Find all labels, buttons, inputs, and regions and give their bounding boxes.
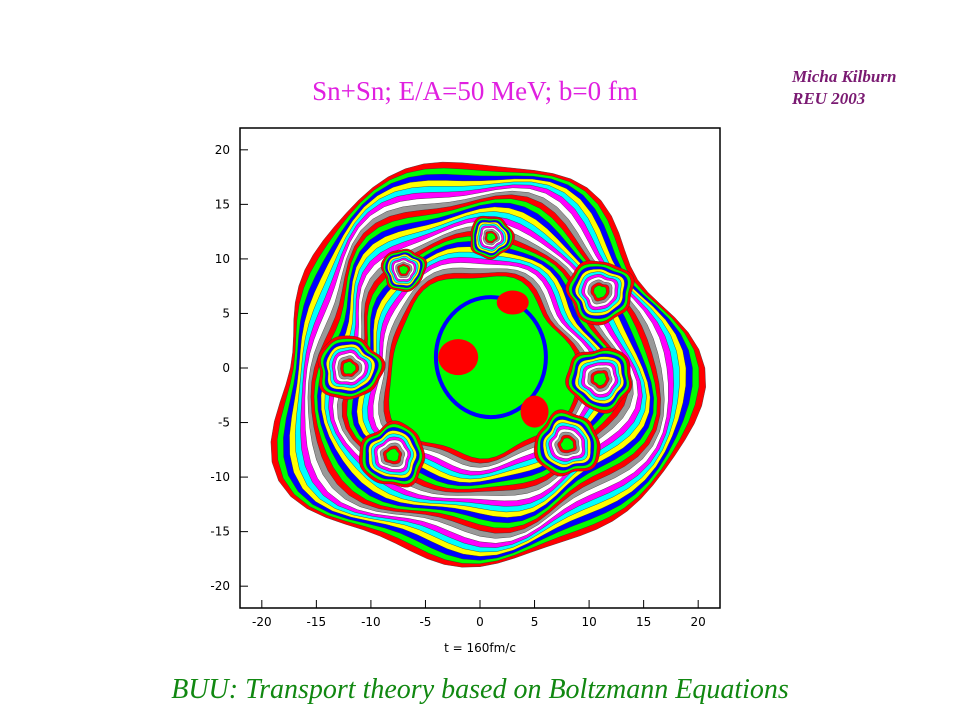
author-name: Micha Kilburn [792,67,897,86]
x-tick-label: 15 [636,615,651,629]
y-tick-label: -10 [210,470,230,484]
slide-caption: BUU: Transport theory based on Boltzmann… [171,674,789,705]
core-hotspot [520,395,549,428]
author-program: REU 2003 [792,89,866,108]
x-tick-label: -5 [419,615,431,629]
author-block: Micha Kilburn REU 2003 [792,66,896,110]
x-tick-label: 10 [581,615,596,629]
x-tick-label: 20 [691,615,706,629]
core-hotspot [496,290,529,315]
y-tick-label: -5 [218,416,230,430]
contour-ring [560,437,574,451]
contour-ring [593,285,607,299]
contour-ring [386,448,400,462]
y-tick-label: 10 [215,252,230,266]
contour-layers [270,161,706,568]
y-tick-label: -20 [210,579,230,593]
x-tick-label: -15 [307,615,327,629]
x-tick-label: 0 [476,615,484,629]
core-region [433,295,548,420]
contour-ring [593,372,607,386]
y-tick-label: 20 [215,143,230,157]
x-axis-label: t = 160fm/c [444,641,516,655]
y-tick-label: 5 [222,306,230,320]
x-axis: -20 -15 -10 -5 0 5 10 15 20 [252,600,706,629]
y-tick-label: -15 [210,525,230,539]
slide-title: Sn+Sn; E/A=50 MeV; b=0 fm [312,76,638,106]
contour-ring [486,232,496,242]
x-tick-label: -10 [361,615,381,629]
y-tick-label: 15 [215,197,230,211]
x-tick-label: 5 [531,615,539,629]
y-axis: 20 15 10 5 0 -5 -10 -15 -20 [210,143,248,593]
contour-ring [343,361,357,374]
y-tick-label: 0 [222,361,230,375]
contour-ring [399,265,409,275]
core-hotspot [438,339,479,376]
x-tick-label: -20 [252,615,272,629]
